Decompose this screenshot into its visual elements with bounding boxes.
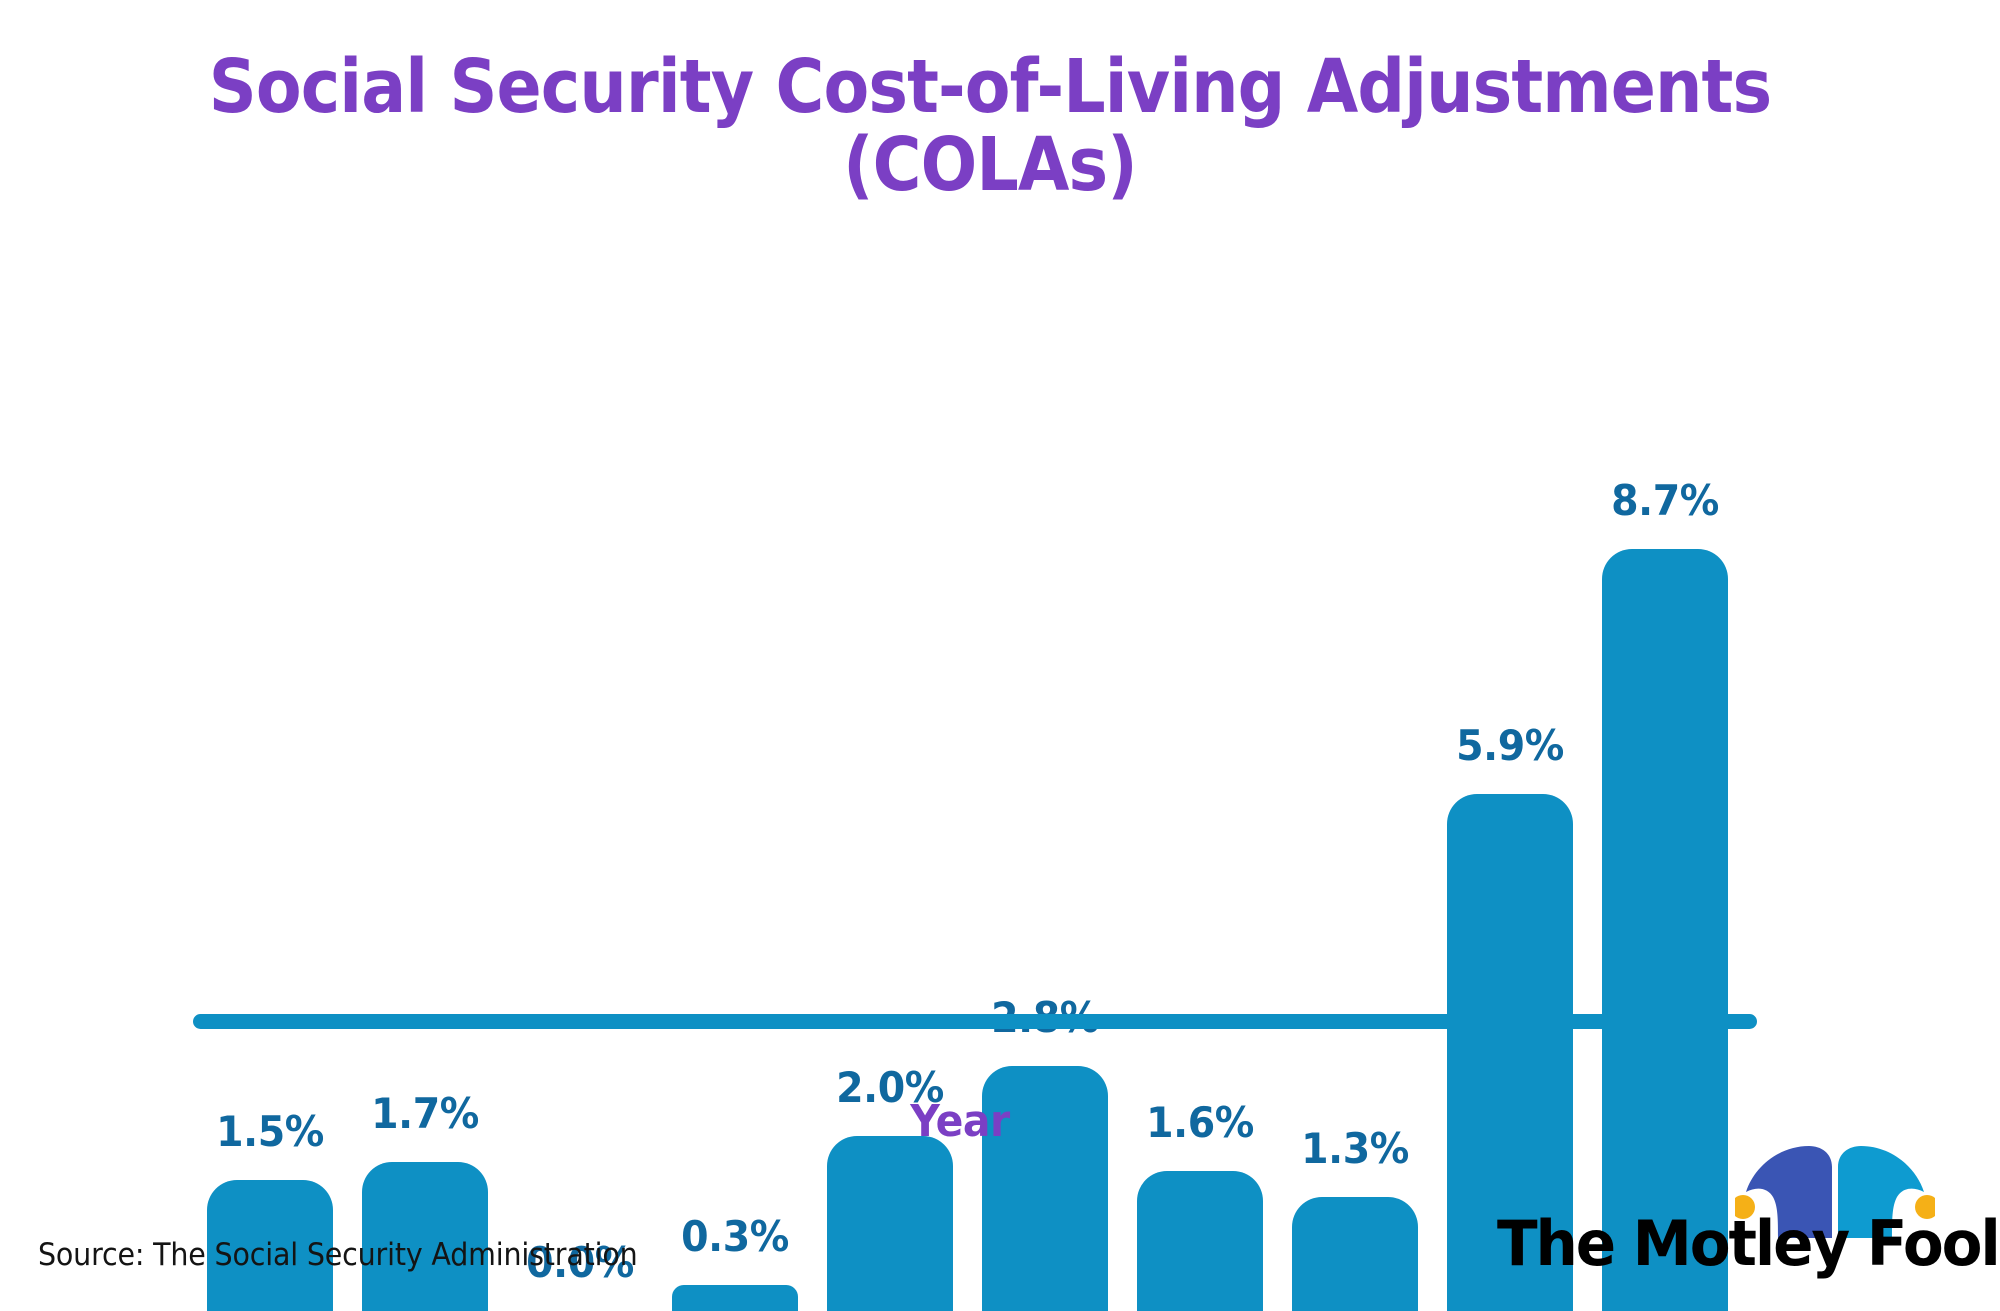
bar-group: 2.0%2018: [827, 290, 953, 1311]
bar-value-label: 2.0%: [836, 1062, 944, 1112]
page-title: Social Security Cost-of-Living Adjustmen…: [0, 48, 1980, 204]
bar-value-label: 1.3%: [1301, 1124, 1409, 1174]
bar-group: 0.3%2017: [672, 290, 798, 1311]
bar-group: 2.8%2019: [982, 290, 1108, 1311]
bar[interactable]: [1137, 1170, 1263, 1311]
logo-wordmark: The Motley Fool®: [1497, 1213, 2000, 1287]
source-note: Source: The Social Security Administrati…: [38, 1237, 638, 1273]
bar-value-label: 0.0%: [526, 1238, 634, 1287]
bar-value-label: 1.6%: [1146, 1097, 1254, 1147]
registered-trademark-symbol: ®: [1999, 1244, 2000, 1268]
bar-group: 1.3%2021: [1292, 290, 1418, 1311]
bar-value-label: 1.5%: [216, 1106, 324, 1156]
bar-value-label: 8.7%: [1611, 475, 1719, 525]
logo-wordmark-text: The Motley Fool: [1497, 1207, 2000, 1280]
page-title-line-2: (COLAs): [843, 122, 1138, 208]
bar[interactable]: [1292, 1197, 1418, 1311]
jester-hat-icon: [1735, 1146, 1935, 1238]
bar[interactable]: [207, 1179, 333, 1311]
bar-group: 5.9%2022: [1447, 290, 1573, 1311]
bar[interactable]: [1602, 548, 1728, 1311]
bar[interactable]: [672, 1284, 798, 1311]
bar-group: 1.6%2020: [1137, 290, 1263, 1311]
bar-group: 1.5%2014: [207, 290, 333, 1311]
page-title-line-1: Social Security Cost-of-Living Adjustmen…: [208, 44, 1772, 130]
bar[interactable]: [982, 1065, 1108, 1311]
bar-group: 1.7%2015: [362, 290, 488, 1311]
bar-value-label: 0.3%: [681, 1211, 789, 1261]
x-axis-title: Year: [910, 1096, 1010, 1147]
bar-group: 0.0%2016: [517, 290, 643, 1311]
bar-value-label: 1.7%: [371, 1089, 479, 1139]
bar[interactable]: [827, 1135, 953, 1311]
bar[interactable]: [1447, 794, 1573, 1311]
x-axis-baseline: [193, 1014, 1757, 1029]
motley-fool-logo[interactable]: The Motley Fool®: [1497, 1145, 2000, 1290]
bar-value-label: 5.9%: [1456, 721, 1564, 771]
bar[interactable]: [362, 1162, 488, 1311]
bar-group: 8.7%2023: [1602, 290, 1728, 1311]
